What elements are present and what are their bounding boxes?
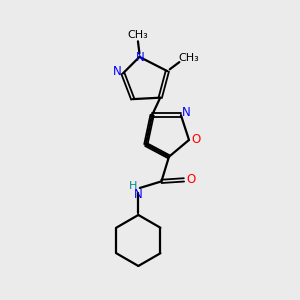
- Text: CH₃: CH₃: [128, 30, 148, 40]
- Text: H: H: [129, 181, 137, 190]
- Text: O: O: [186, 173, 195, 186]
- Text: N: N: [134, 188, 143, 201]
- Text: N: N: [136, 51, 144, 64]
- Text: O: O: [191, 134, 200, 146]
- Text: N: N: [113, 65, 122, 78]
- Text: N: N: [182, 106, 190, 118]
- Text: CH₃: CH₃: [178, 52, 199, 63]
